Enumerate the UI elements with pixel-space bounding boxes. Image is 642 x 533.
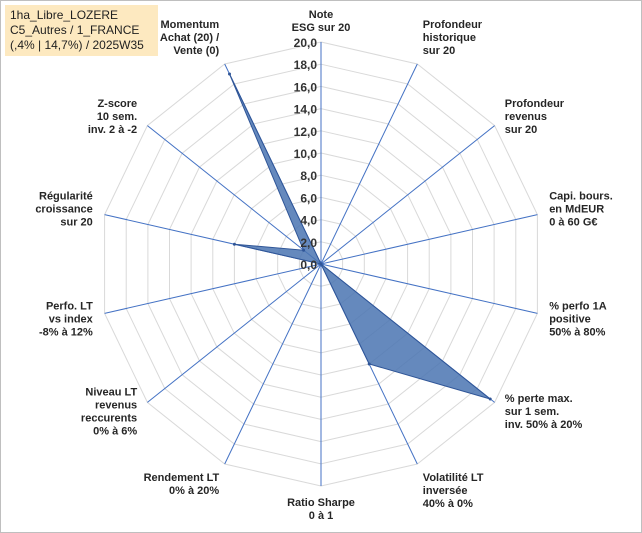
- axis-label-line: ESG sur 20: [292, 22, 351, 34]
- axis-label-line: Capi. bours.: [549, 190, 613, 202]
- axis-label: % perte max. sur 1 sem. inv. 50% à 20%: [505, 393, 583, 431]
- axis-label-line: Z-score: [97, 98, 137, 110]
- axis-labels: Note ESG sur 20 Profondeur historique sur 20…: [35, 9, 612, 522]
- axis-label-line: Perfo. LT: [46, 301, 93, 313]
- axis-label-line: Profondeur: [505, 98, 565, 110]
- axis-spoke: [147, 263, 322, 403]
- title-line-2: C5_Autres / 1_FRANCE: [10, 23, 140, 37]
- axis-label: Niveau LT revenus reccurents 0% à 6%: [81, 386, 138, 437]
- axis-label-line: 10 sem.: [97, 111, 137, 123]
- axis-label-line: reccurents: [81, 412, 137, 424]
- axis-label-line: % perte max.: [505, 393, 573, 405]
- axis-label: Profondeur revenus sur 20: [505, 98, 565, 136]
- axis-label-line: Rendement LT: [144, 472, 220, 484]
- axis-spoke: [224, 263, 322, 465]
- series-point: [488, 397, 492, 401]
- radial-tick-label: 12,0: [294, 125, 318, 139]
- axis-label-line: inv. 2 à -2: [88, 124, 137, 136]
- axis-label: Z-score 10 sem. inv. 2 à -2: [88, 98, 137, 136]
- axis-label-line: Achat (20) /: [160, 32, 219, 44]
- axis-label-line: sur 1 sem.: [505, 406, 559, 418]
- radial-tick-label: 2,0: [300, 236, 317, 250]
- radial-tick-label: 16,0: [294, 80, 318, 94]
- axis-label-line: Ratio Sharpe: [287, 497, 355, 509]
- axis-label: Régularité croissance sur 20: [35, 190, 92, 228]
- axis-label-line: sur 20: [505, 124, 537, 136]
- axis-label-line: vs index: [49, 314, 94, 326]
- axis-label: Rendement LT 0% à 20%: [144, 472, 220, 497]
- series-point: [302, 248, 306, 252]
- axis-label: Volatilité LT inversée 40% à 0%: [423, 472, 484, 510]
- axis-label-line: Momentum: [161, 19, 220, 31]
- axis-spoke: [320, 63, 418, 265]
- radial-tick-label: 6,0: [300, 191, 317, 205]
- axis-label-line: 40% à 0%: [423, 498, 473, 510]
- axis-spoke: [320, 125, 495, 265]
- axis-label: Momentum Achat (20) / Vente (0): [160, 19, 220, 57]
- chart-title-box: 1ha_Libre_LOZERE C5_Autres / 1_FRANCE (,…: [5, 5, 158, 56]
- axis-label-line: historique: [423, 32, 476, 44]
- series-point: [228, 72, 231, 76]
- axis-label-line: 50% à 80%: [549, 327, 605, 339]
- axis-label: Profondeur historique sur 20: [423, 19, 483, 57]
- series-point: [367, 362, 371, 366]
- axis-label: Perfo. LT vs index -8% à 12%: [39, 301, 94, 339]
- series-area: [229, 73, 491, 400]
- axis-label-line: Vente (0): [173, 45, 219, 57]
- axis-label-line: 0% à 20%: [169, 485, 219, 497]
- axis-label: Ratio Sharpe 0 à 1: [287, 497, 355, 522]
- radial-tick-label: 10,0: [294, 147, 318, 161]
- radial-tick-labels: 0,0 2,0 4,0 6,0 8,0 10,0 12,0 14,0 16,0 18,0 20,0: [294, 36, 318, 272]
- radial-tick-label: 20,0: [294, 36, 318, 50]
- axis-label-line: 0 à 1: [309, 510, 333, 522]
- axis-label: Capi. bours. en MdEUR 0 à 60 G€: [549, 190, 613, 228]
- title-line-1: 1ha_Libre_LOZERE: [10, 8, 119, 22]
- axis-label-line: sur 20: [60, 216, 92, 228]
- axis-label-line: Profondeur: [423, 19, 483, 31]
- axis-spoke: [104, 263, 322, 314]
- axis-label-line: revenus: [505, 111, 547, 123]
- radial-tick-label: 14,0: [294, 103, 318, 117]
- axis-spoke: [320, 214, 538, 265]
- axis-label-line: Niveau LT: [85, 386, 137, 398]
- axis-label-line: positive: [549, 314, 591, 326]
- axis-spoke: [147, 125, 322, 265]
- axis-label-line: revenus: [95, 399, 137, 411]
- series-point: [232, 242, 236, 246]
- axis-label-line: sur 20: [423, 45, 455, 57]
- axis-label-line: inv. 50% à 20%: [505, 419, 583, 431]
- axis-label-line: -8% à 12%: [39, 327, 93, 339]
- axis-label-line: 0% à 6%: [93, 425, 137, 437]
- axis-label-line: en MdEUR: [549, 203, 604, 215]
- radial-tick-label: 4,0: [300, 214, 317, 228]
- axis-label: Note ESG sur 20: [292, 9, 351, 34]
- axis-label-line: Régularité: [39, 190, 93, 202]
- radial-tick-label: 0,0: [300, 258, 317, 272]
- axis-label-line: croissance: [35, 203, 92, 215]
- radial-tick-label: 18,0: [294, 58, 318, 72]
- title-line-3: (,4% | 14,7%) / 2025W35: [10, 38, 144, 52]
- axis-label-line: Volatilité LT: [423, 472, 484, 484]
- axis-label: % perfo 1A positive 50% à 80%: [549, 301, 607, 339]
- series-point: [319, 262, 323, 266]
- axis-label-line: inversée: [423, 485, 468, 497]
- radial-tick-label: 8,0: [300, 169, 317, 183]
- axis-spoke: [320, 263, 538, 314]
- radar-series: [228, 72, 492, 401]
- axis-label-line: % perfo 1A: [549, 301, 607, 313]
- axis-label-line: 0 à 60 G€: [549, 216, 597, 228]
- axis-label-line: Note: [309, 9, 333, 21]
